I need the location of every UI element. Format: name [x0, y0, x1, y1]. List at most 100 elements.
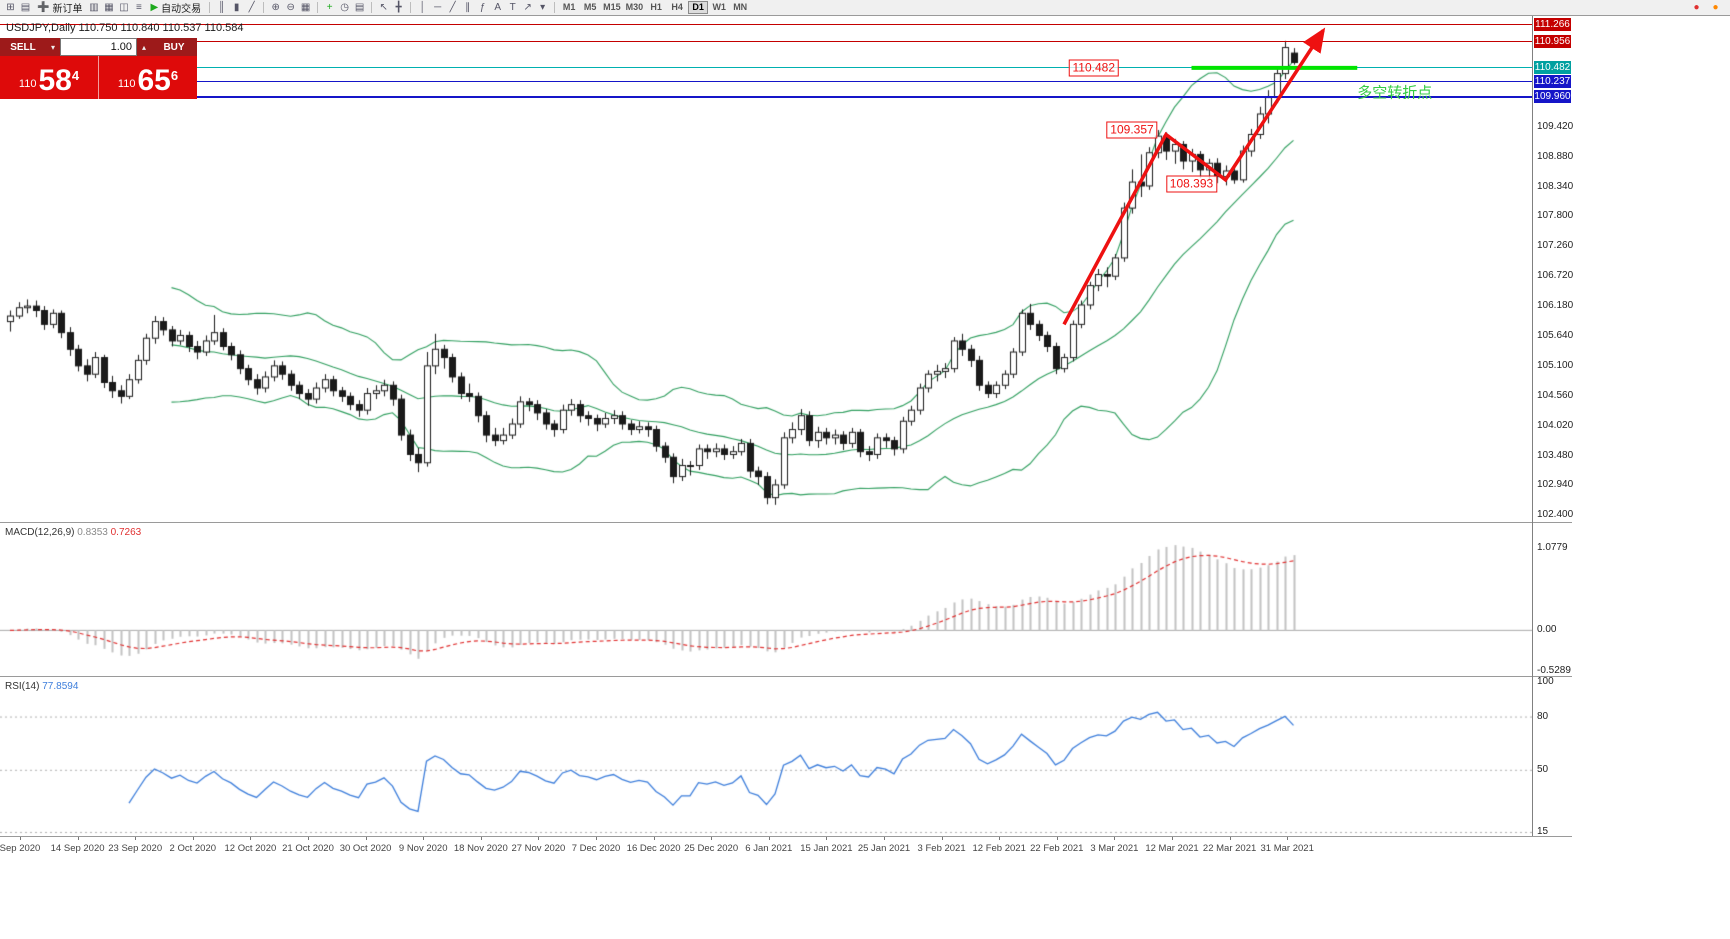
horizontal-level-line[interactable] — [0, 24, 1532, 26]
timeframe-button-W1[interactable]: W1 — [712, 2, 726, 12]
sell-button[interactable]: SELL — [0, 38, 46, 56]
price-axis-label: 107.800 — [1537, 210, 1574, 222]
vertical-line-icon[interactable]: │ — [419, 2, 426, 13]
price-annotation-label[interactable]: 109.357 — [1106, 121, 1158, 139]
autotrade-button[interactable]: ▶ 自动交易 — [146, 1, 205, 15]
rsi-axis-label: 80 — [1537, 711, 1549, 723]
horizontal-line-icon[interactable]: ─ — [434, 2, 442, 13]
macd-rsi-splitter[interactable] — [0, 676, 1572, 677]
toolbar-button-label: 新订单 — [52, 4, 83, 15]
corner-dot-icon[interactable]: ● — [1712, 2, 1719, 13]
dropdown-icon[interactable]: ▾ — [540, 2, 546, 13]
bar-chart-icon[interactable]: ║ — [218, 2, 226, 13]
channel-icon[interactable]: ∥ — [465, 2, 471, 13]
time-axis-tick — [1056, 837, 1058, 840]
trendline-icon[interactable]: ╱ — [449, 2, 456, 13]
price-axis-chip: 110.237 — [1534, 74, 1571, 88]
new-chart-icon[interactable]: ⊞ — [6, 2, 15, 13]
navigator-icon[interactable]: ◫ — [119, 2, 129, 13]
text-label-icon[interactable]: T — [509, 2, 516, 13]
time-axis-tick — [20, 837, 21, 840]
time-axis-label: 14 Sep 2020 — [50, 843, 105, 854]
time-axis-label: 7 Dec 2020 — [571, 843, 621, 854]
arrows-tool-icon[interactable]: ↗ — [523, 2, 532, 13]
zoom-out-icon[interactable]: ⊖ — [286, 2, 295, 13]
horizontal-level-line[interactable] — [0, 95, 1532, 98]
price-axis-chip: 110.956 — [1534, 35, 1571, 49]
time-axis-label: 2 Oct 2020 — [169, 843, 217, 854]
profiles-icon[interactable]: ▤ — [20, 2, 31, 13]
new-order-button[interactable]: ➕ 新订单 — [33, 1, 86, 15]
terminal-icon[interactable]: ≡ — [136, 2, 142, 13]
timeframe-button-M30[interactable]: M30 — [625, 2, 644, 12]
zoom-in-icon[interactable]: ⊕ — [271, 2, 280, 13]
timeframe-button-H1[interactable]: H1 — [650, 2, 662, 12]
candlestick-icon[interactable]: ▮ — [233, 2, 240, 13]
time-axis-label: 22 Mar 2021 — [1202, 843, 1257, 854]
price-axis-chip: 111.266 — [1534, 18, 1571, 32]
cursor-icon[interactable]: ↖ — [379, 2, 388, 13]
volume-down-button[interactable]: ▾ — [46, 38, 60, 56]
time-axis-tick — [941, 837, 943, 840]
price-axis-label: 102.940 — [1537, 479, 1574, 491]
turning-point-note[interactable]: 多空转折点 — [1357, 84, 1433, 102]
bid-pipette: 4 — [71, 68, 80, 83]
indicators-icon[interactable]: + — [326, 2, 333, 13]
horizontal-level-line[interactable] — [0, 80, 1532, 82]
macd-panel-canvas[interactable] — [0, 524, 1532, 676]
main-macd-splitter[interactable] — [0, 522, 1572, 523]
rsi-panel-canvas[interactable] — [0, 678, 1532, 836]
time-axis-tick — [1114, 837, 1116, 840]
market-watch-icon[interactable]: ▥ — [89, 2, 99, 13]
price-axis-label: 108.880 — [1537, 150, 1574, 162]
timeframe-group: M1 M5 M15 M30 H1 H4 D1 W1 MN — [559, 1, 750, 14]
timeframe-button-M15[interactable]: M15 — [603, 2, 621, 12]
volume-input[interactable]: 1.00 — [60, 38, 137, 56]
timeframe-button-M1[interactable]: M1 — [562, 2, 576, 12]
time-axis-tick — [596, 837, 597, 840]
time-axis-tick — [423, 837, 425, 840]
chart-ohlc-title: USDJPY,Daily 110.750 110.840 110.537 110… — [6, 22, 244, 34]
time-axis-label: 12 Oct 2020 — [224, 843, 277, 854]
time-axis-label: 3 Mar 2021 — [1090, 843, 1139, 854]
timeframe-button-MN[interactable]: MN — [733, 2, 748, 12]
toolbar-button-label: 自动交易 — [161, 4, 202, 15]
horizontal-level-line[interactable] — [0, 41, 1532, 43]
trend-arrow[interactable] — [1062, 27, 1326, 326]
time-axis-label: 23 Sep 2020 — [108, 843, 163, 854]
price-axis-label: 106.180 — [1537, 300, 1574, 312]
timeframe-button-M5[interactable]: M5 — [583, 2, 597, 12]
buy-price-button[interactable]: 110 65 6 — [99, 56, 197, 99]
crosshair-icon[interactable]: ╋ — [395, 2, 402, 13]
text-icon[interactable]: A — [494, 2, 501, 13]
time-axis-tick — [711, 837, 713, 840]
price-annotation-label[interactable]: 110.482 — [1068, 59, 1119, 77]
timeframe-button-H4[interactable]: H4 — [671, 2, 683, 12]
tile-windows-icon[interactable]: ▦ — [300, 2, 311, 13]
price-axis-border — [1532, 16, 1533, 836]
toolbar-separator — [209, 2, 211, 13]
sell-price-button[interactable]: 110 58 4 — [0, 56, 98, 99]
periods-icon[interactable]: ◷ — [340, 2, 350, 13]
horizontal-level-line[interactable] — [0, 67, 1532, 69]
data-window-icon[interactable]: ▦ — [104, 2, 114, 13]
autotrade-icon: ▶ — [150, 2, 159, 13]
price-annotation-label[interactable]: 108.393 — [1165, 175, 1218, 193]
time-axis-label: 25 Jan 2021 — [857, 843, 911, 854]
community-dot-icon[interactable]: ● — [1693, 2, 1700, 13]
fibonacci-icon[interactable]: ƒ — [479, 2, 486, 13]
time-axis-label: 22 Feb 2021 — [1030, 843, 1084, 854]
line-chart-icon[interactable]: ╱ — [248, 2, 255, 13]
price-axis-label: 102.400 — [1537, 509, 1574, 521]
volume-up-button[interactable]: ▴ — [137, 38, 151, 56]
time-axis-tick — [538, 837, 540, 840]
one-click-trading-panel: SELL ▾ 1.00 ▴ BUY 110 58 4 110 65 6 — [0, 38, 197, 99]
time-axis-tick — [999, 837, 1001, 840]
time-axis[interactable]: Sep 2020 14 Sep 2020 23 Sep 2020 2 Oct 2020… — [0, 836, 1572, 858]
price-divider — [98, 56, 99, 99]
templates-icon[interactable]: ▤ — [354, 2, 365, 13]
timeframe-button-D1[interactable]: D1 — [688, 1, 709, 14]
buy-button[interactable]: BUY — [151, 38, 197, 56]
ask-pips: 65 — [137, 64, 171, 97]
